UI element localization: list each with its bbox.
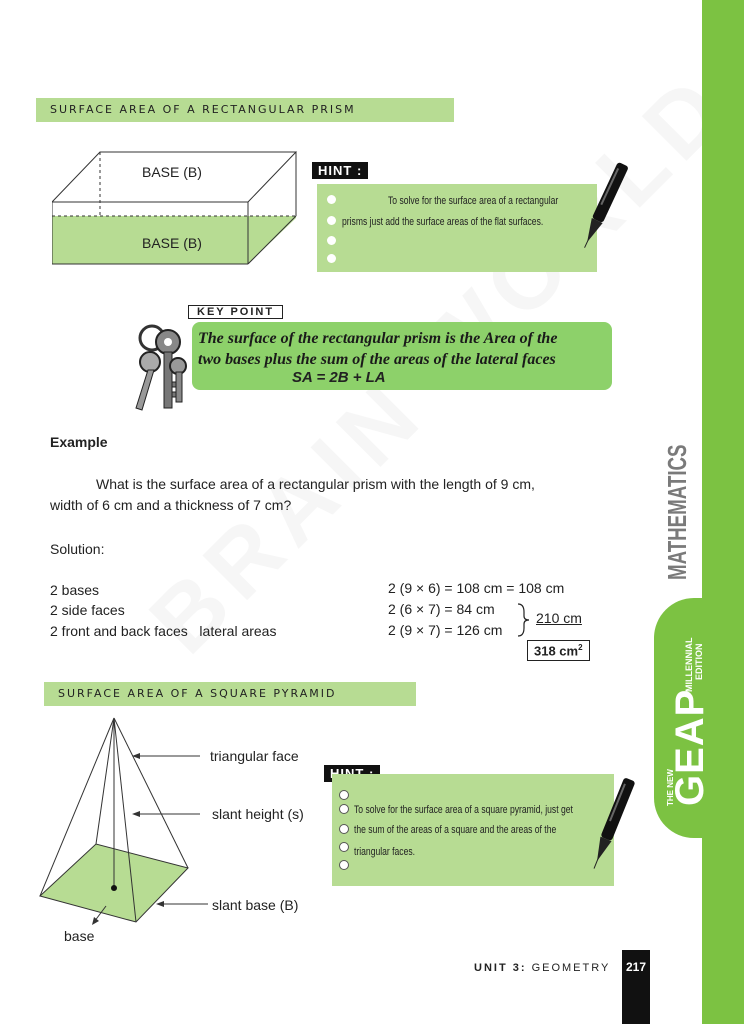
hint-box-2	[332, 774, 614, 886]
pyramid-label-base: base	[64, 928, 95, 944]
solution-row-calc: 2 (6 × 7) = 84 cm	[388, 601, 495, 617]
sidebar-brand-tab	[654, 598, 744, 838]
answer-value: 318 cm	[534, 643, 579, 659]
pyramid-label-slant-height: slant height (s)	[212, 806, 304, 822]
section-heading-pyramid: Surface Area of a Square Pyramid	[44, 682, 416, 706]
bullet-icon	[339, 824, 349, 834]
keypoint-box	[192, 322, 612, 390]
subject-label: MATHEMATICS	[662, 444, 692, 580]
bullet-icon	[327, 236, 336, 245]
hint-1-line-1: To solve for the surface area of a recta…	[388, 195, 559, 207]
page-number: 217	[626, 960, 647, 974]
bullet-icon	[339, 842, 349, 852]
solution-row-calc: 2 (9 × 7) = 126 cm	[388, 622, 503, 638]
hint-2-line-2: the sum of the areas of a square and the…	[354, 824, 557, 836]
pen-icon	[593, 778, 635, 869]
edition-label-2: EDITION	[694, 643, 704, 680]
hint-1-line-2: prisms just add the surface areas of the…	[342, 216, 544, 228]
solution-row-calc: 2 (9 × 6) = 108 cm = 108 cm	[388, 580, 565, 596]
pen-icon	[584, 162, 628, 248]
pyramid-label-triangular-face: triangular face	[210, 748, 299, 764]
hint-2-line-3: triangular faces.	[354, 846, 416, 858]
lateral-area-total: 210 cm	[536, 610, 582, 626]
square-pyramid-diagram	[38, 717, 208, 925]
example-heading: Example	[50, 434, 108, 450]
bullet-icon	[327, 254, 336, 263]
example-question-line-1: What is the surface area of a rectangula…	[96, 476, 535, 492]
prism-top-base-label: BASE (B)	[142, 164, 202, 180]
prism-bottom-base-label: BASE (B)	[142, 235, 202, 251]
hint-label-1: HINT :	[312, 162, 369, 179]
example-question-line-2: width of 6 cm and a thickness of 7 cm?	[50, 497, 292, 513]
brand-logo: GEAP	[668, 688, 712, 806]
solution-row-label: 2 side faces	[50, 602, 125, 618]
edition-label-1: MILLENNIAL	[684, 637, 694, 693]
sidebar-green-bar	[702, 0, 744, 1024]
page-number-box	[622, 950, 650, 1024]
hint-2-line-1: To solve for the surface area of a squar…	[354, 804, 573, 816]
bullet-icon	[327, 216, 336, 225]
keypoint-formula: SA = 2B + LA	[292, 369, 386, 386]
solution-label: Solution:	[50, 541, 105, 557]
keypoint-line-1: The surface of the rectangular prism is …	[198, 330, 558, 347]
bullet-icon	[339, 860, 349, 870]
footer-topic: GEOMETRY	[531, 962, 611, 974]
solution-row-label: 2 front and back faces lateral areas	[50, 623, 277, 639]
hint-box-1	[317, 184, 597, 272]
bullet-icon	[327, 195, 336, 204]
brace-icon	[517, 603, 530, 637]
footer-unit-title: UNIT 3: GEOMETRY	[474, 962, 610, 974]
rectangular-prism-diagram	[52, 151, 298, 265]
bullet-icon	[339, 804, 349, 814]
pyramid-label-slant-base: slant base (B)	[212, 897, 299, 913]
bullet-icon	[339, 790, 349, 800]
answer-box: 318 cm2	[527, 640, 590, 662]
keypoint-label: KEY POINT	[188, 305, 284, 319]
keypoint-line-2: two bases plus the sum of the areas of t…	[198, 351, 556, 368]
section-heading-prism: Surface Area of a Rectangular Prism	[36, 98, 454, 122]
answer-exponent: 2	[578, 643, 583, 652]
footer-unit: UNIT 3:	[474, 962, 527, 974]
keys-icon	[135, 324, 187, 411]
solution-row-label: 2 bases	[50, 582, 100, 598]
